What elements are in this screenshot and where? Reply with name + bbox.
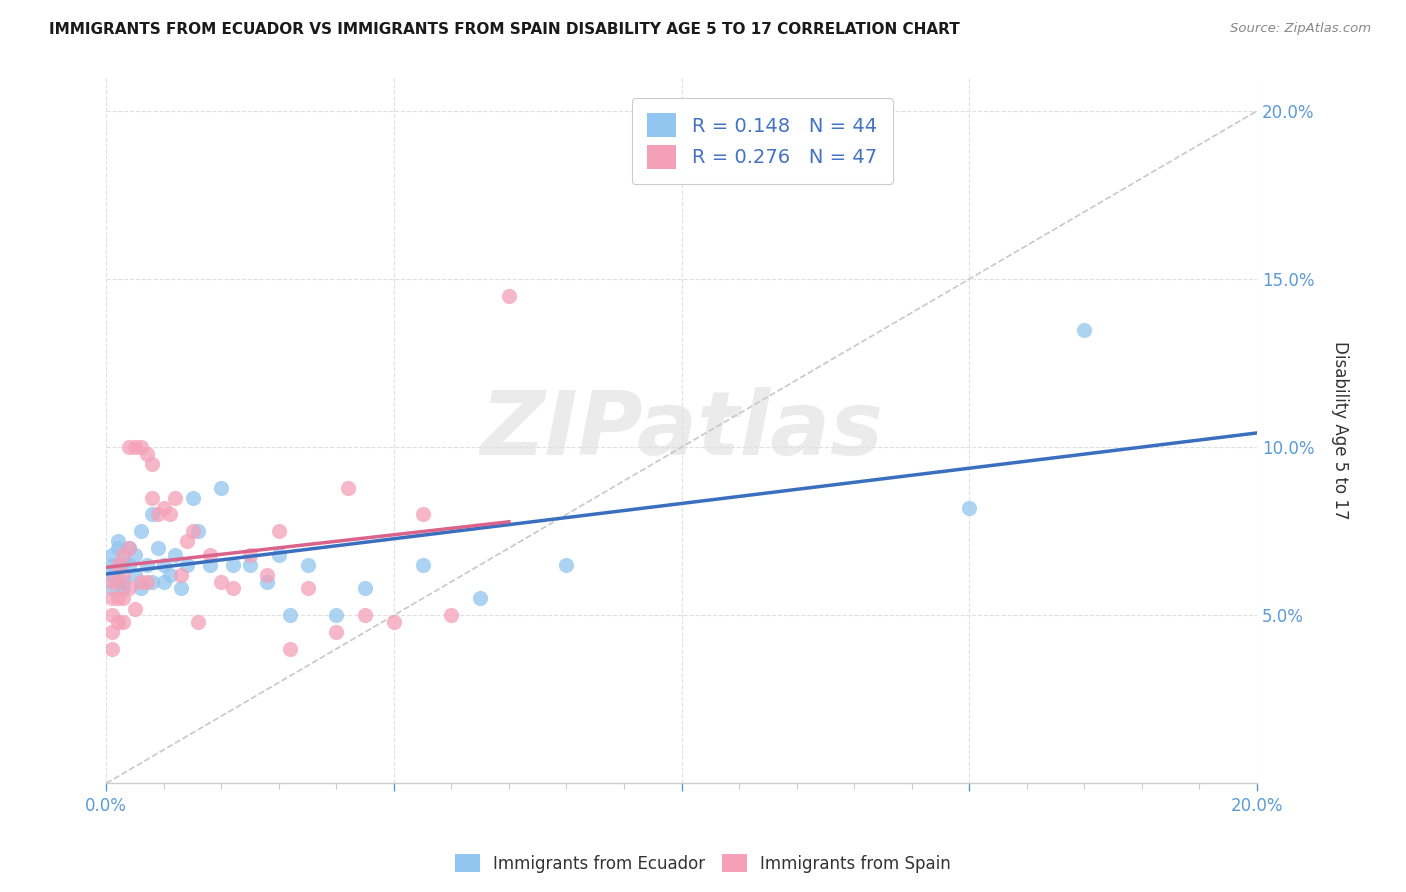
Point (112, 548, 135, 562)
Point (107, 574, 129, 589)
Point (118, 440, 141, 454)
Point (325, 625, 347, 640)
Point (165, 548, 187, 562)
Point (222, 582, 245, 596)
Point (101, 608, 124, 623)
Point (159, 508, 181, 522)
Text: ZIPatlas: ZIPatlas (479, 387, 883, 474)
Point (129, 524, 152, 539)
Point (176, 558, 198, 572)
Point (198, 548, 221, 562)
Point (107, 558, 129, 572)
Point (112, 615, 135, 629)
Legend: R = 0.148   N = 44, R = 0.276   N = 47: R = 0.148 N = 44, R = 0.276 N = 47 (631, 98, 893, 184)
Point (187, 615, 209, 629)
Point (112, 574, 135, 589)
Point (101, 574, 124, 589)
Point (267, 524, 290, 539)
Point (101, 641, 124, 656)
Point (336, 481, 359, 495)
Point (129, 440, 152, 454)
Point (256, 568, 278, 582)
Point (101, 591, 124, 606)
Point (170, 568, 193, 582)
Point (101, 558, 124, 572)
Point (112, 554, 135, 568)
Point (187, 524, 209, 539)
Point (176, 534, 198, 549)
Point (152, 558, 174, 572)
Point (129, 582, 152, 596)
Point (141, 508, 163, 522)
Point (107, 534, 129, 549)
Text: IMMIGRANTS FROM ECUADOR VS IMMIGRANTS FROM SPAIN DISABILITY AGE 5 TO 17 CORRELAT: IMMIGRANTS FROM ECUADOR VS IMMIGRANTS FR… (49, 22, 960, 37)
Point (141, 457, 163, 471)
Point (107, 615, 129, 629)
Point (101, 568, 124, 582)
Point (101, 625, 124, 640)
Point (412, 508, 434, 522)
Point (170, 582, 193, 596)
Point (118, 582, 141, 596)
Point (198, 558, 221, 572)
Legend: Immigrants from Ecuador, Immigrants from Spain: Immigrants from Ecuador, Immigrants from… (449, 847, 957, 880)
Point (129, 574, 152, 589)
Point (124, 548, 146, 562)
Point (124, 601, 146, 615)
Point (112, 582, 135, 596)
Point (101, 548, 124, 562)
Point (222, 558, 245, 572)
Point (152, 574, 174, 589)
Point (181, 491, 204, 505)
Point (112, 591, 135, 606)
Point (354, 582, 377, 596)
Point (209, 574, 232, 589)
Point (239, 558, 262, 572)
Point (278, 608, 301, 623)
Point (124, 568, 146, 582)
Point (957, 500, 980, 515)
Point (412, 558, 434, 572)
Point (382, 615, 405, 629)
Point (440, 608, 463, 623)
Point (354, 608, 377, 623)
Text: Source: ZipAtlas.com: Source: ZipAtlas.com (1230, 22, 1371, 36)
Point (152, 500, 174, 515)
Point (107, 561, 129, 575)
Point (267, 548, 290, 562)
Point (297, 558, 319, 572)
Point (135, 574, 157, 589)
Point (498, 289, 520, 303)
Point (141, 491, 163, 505)
Point (107, 591, 129, 606)
Point (297, 582, 319, 596)
Point (141, 574, 163, 589)
Point (470, 591, 492, 606)
Point (107, 574, 129, 589)
Point (101, 582, 124, 596)
Point (159, 568, 181, 582)
Point (146, 508, 169, 522)
Point (112, 568, 135, 582)
Point (107, 541, 129, 555)
Point (118, 541, 141, 555)
Point (146, 541, 169, 555)
Point (135, 558, 157, 572)
Point (325, 608, 347, 623)
Point (209, 481, 232, 495)
Point (118, 558, 141, 572)
Point (135, 447, 157, 461)
Point (278, 641, 301, 656)
Y-axis label: Disability Age 5 to 17: Disability Age 5 to 17 (1331, 341, 1348, 520)
Point (1073, 322, 1095, 336)
Point (124, 440, 146, 454)
Point (165, 491, 187, 505)
Point (239, 548, 262, 562)
Point (118, 541, 141, 555)
Point (181, 524, 204, 539)
Point (256, 574, 278, 589)
Point (555, 558, 578, 572)
